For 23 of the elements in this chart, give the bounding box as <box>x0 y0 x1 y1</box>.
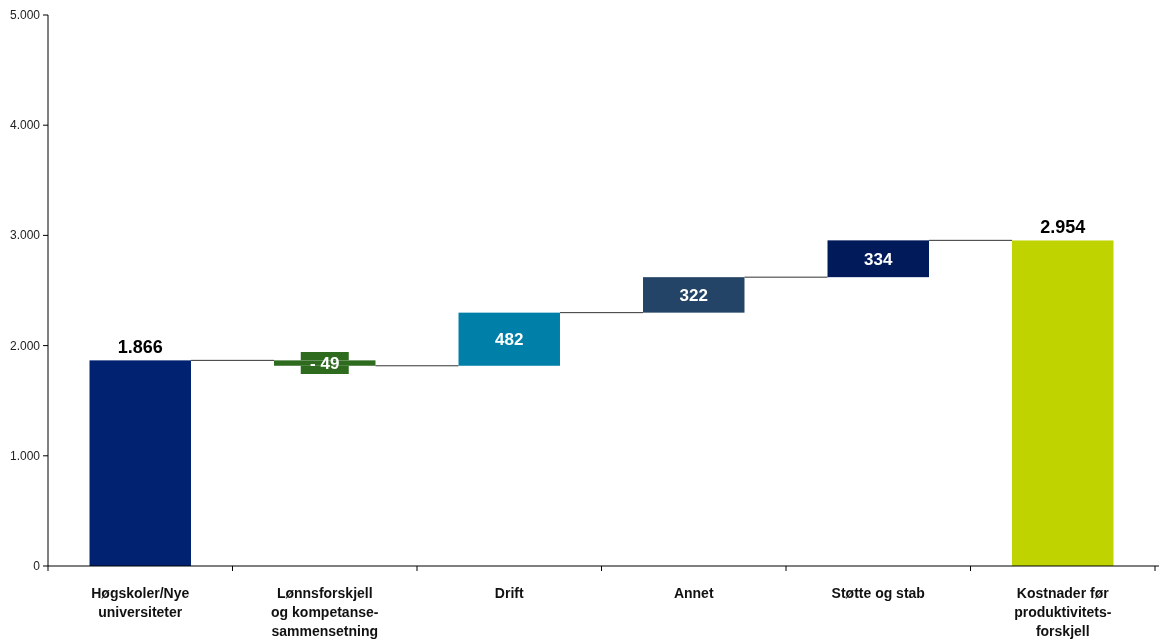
y-tick-label: 3.000 <box>9 228 41 243</box>
data-label: 482 <box>495 330 524 350</box>
y-tick-label: 1.000 <box>9 448 41 463</box>
data-label: 322 <box>679 285 708 305</box>
x-tick-label: Annet <box>673 585 714 601</box>
y-tick-label: 5.000 <box>9 8 41 22</box>
x-tick-label: Lønnsforskjell og kompetanse-sammensetning <box>271 585 379 639</box>
x-tick-label: Kostnader før produktivitets-forskjell <box>1014 585 1112 639</box>
data-label: 1.866 <box>117 337 163 358</box>
bar <box>89 360 191 566</box>
x-tick-label: Drift <box>494 585 524 601</box>
data-label: - 49 <box>310 354 340 374</box>
bar <box>827 240 929 278</box>
y-tick-label: 4.000 <box>9 118 41 133</box>
bar <box>1012 240 1114 566</box>
data-label: 2.954 <box>1040 217 1086 238</box>
y-tick-label: 0 <box>33 559 41 573</box>
bar <box>458 312 560 366</box>
y-tick-label: 2.000 <box>9 338 41 353</box>
x-tick-label: Støtte og stab <box>831 585 925 601</box>
bar <box>643 277 745 313</box>
data-label: 334 <box>864 249 893 269</box>
x-tick-label: Høgskoler/Nye universiteter <box>91 585 190 620</box>
